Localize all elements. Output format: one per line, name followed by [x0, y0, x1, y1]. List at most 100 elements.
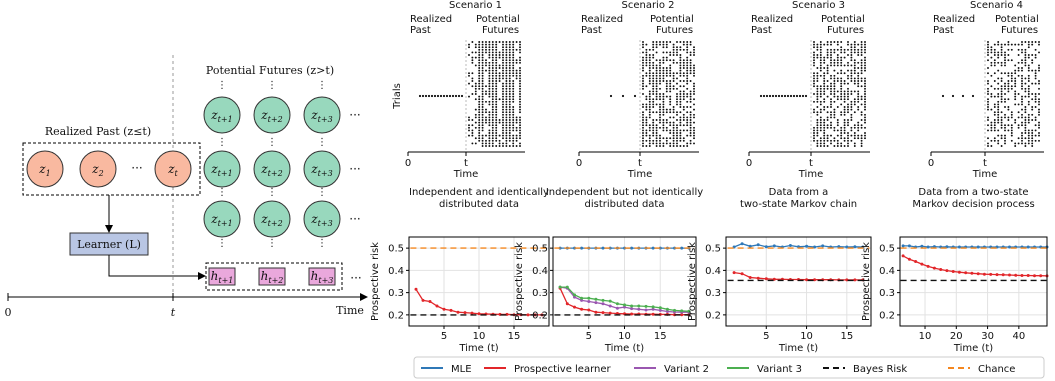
future-dot: [826, 69, 829, 72]
future-dot: [672, 77, 675, 80]
future-dot: [1004, 72, 1006, 75]
future-dot: [491, 64, 494, 67]
future-dot: [672, 54, 675, 56]
future-dot: [1014, 72, 1017, 75]
past-dot: [609, 94, 613, 98]
future-node: [253, 96, 291, 134]
future-dot: [836, 61, 839, 64]
future-dot: [505, 56, 508, 59]
future-dot: [676, 129, 678, 132]
future-dot: [485, 43, 487, 46]
future-dot: [495, 134, 498, 137]
future-dot: [1038, 126, 1040, 129]
future-dot: [819, 145, 822, 147]
future-dot: [645, 116, 648, 119]
future-dot: [662, 43, 665, 46]
future-dot: [1017, 48, 1020, 51]
future-dot: [478, 116, 481, 119]
future-dot: [689, 106, 692, 108]
past-dot: [792, 94, 796, 98]
future-dot: [686, 69, 689, 72]
future-dot: [850, 77, 853, 80]
future-dot: [1024, 56, 1027, 59]
future-dot: [823, 119, 826, 121]
future-dot: [830, 43, 832, 46]
vdots: ⋮: [217, 238, 227, 249]
future-dot: [682, 95, 685, 98]
y-tick-label: 0.4: [388, 266, 404, 277]
future-dot: [665, 111, 668, 114]
future-dot: [652, 87, 655, 90]
future-dot: [515, 145, 518, 147]
future-dot: [508, 59, 511, 62]
future-dot: [682, 98, 685, 101]
past-dot: [418, 94, 422, 98]
future-dot: [997, 108, 1000, 111]
future-dot: [679, 61, 682, 64]
future-dot: [823, 59, 826, 62]
future-dot: [488, 74, 491, 77]
future-dot: [686, 51, 689, 54]
future-dot: [826, 43, 829, 46]
future-dot: [659, 134, 661, 137]
future-dot: [659, 67, 661, 69]
future-dot: [1021, 139, 1023, 142]
future-dot: [990, 93, 993, 95]
future-dot: [645, 95, 648, 98]
future-dot: [686, 77, 689, 80]
future-dot: [672, 61, 675, 64]
future-dot: [843, 95, 846, 98]
realized-past-label-2: Past: [933, 25, 954, 36]
future-dot: [495, 111, 498, 114]
future-dot: [655, 59, 658, 62]
future-dot: [512, 124, 515, 127]
data-point: [435, 304, 439, 308]
future-dot: [642, 142, 644, 145]
future-dot: [1024, 90, 1027, 93]
future-dot: [1038, 108, 1040, 111]
future-dot: [485, 139, 487, 142]
future-dot: [682, 129, 685, 132]
future-dot: [1027, 85, 1030, 88]
future-dot: [836, 139, 839, 142]
plot-frame: [408, 236, 550, 327]
future-dot: [689, 95, 692, 98]
future-dot: [1034, 77, 1037, 80]
future-dot: [474, 121, 477, 124]
future-dot: [1027, 46, 1030, 49]
future-dot: [693, 132, 695, 134]
future-dot: [857, 134, 860, 137]
future-dot: [642, 106, 644, 108]
future-dot: [655, 132, 658, 134]
future-dot: [850, 106, 853, 108]
future-dot: [997, 93, 1000, 95]
future-dot: [648, 129, 651, 132]
future-dot: [857, 77, 860, 80]
future-dot: [488, 116, 491, 119]
future-dot: [850, 54, 853, 56]
future-dot: [481, 74, 484, 77]
future-dot: [850, 48, 853, 51]
future-dot: [502, 116, 504, 119]
future-dot: [850, 126, 853, 129]
future-dot: [819, 93, 822, 95]
data-point: [608, 304, 612, 308]
data-point: [845, 278, 849, 282]
future-dot: [686, 74, 689, 77]
future-dot: [1031, 137, 1034, 140]
future-dot: [488, 121, 491, 124]
future-dot: [648, 106, 651, 108]
data-point: [957, 270, 961, 274]
future-dot: [864, 134, 866, 137]
future-dot: [679, 48, 682, 51]
future-dot: [662, 121, 665, 124]
future-dot: [819, 142, 822, 145]
future-dot: [1027, 142, 1030, 145]
future-dot: [836, 64, 839, 67]
y-tick-label: 0.5: [705, 244, 721, 255]
data-point: [1033, 274, 1036, 278]
future-dot: [474, 82, 477, 85]
future-dot: [997, 116, 1000, 119]
future-dot: [853, 48, 856, 51]
future-dot: [833, 126, 836, 129]
